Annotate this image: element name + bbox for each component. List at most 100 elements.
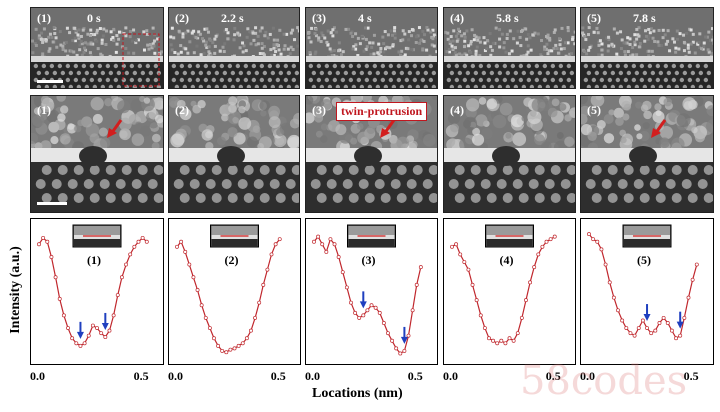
tem-frame-top: (4) 5.8 s [443, 7, 576, 89]
profile-point [82, 341, 87, 346]
profile-point [478, 313, 483, 318]
frame-index-label: (2) [175, 11, 189, 25]
profile-point [90, 323, 95, 328]
profile-point [620, 318, 625, 323]
profile-point [261, 282, 266, 287]
profile-point [636, 326, 641, 331]
profile-point [53, 275, 58, 280]
frame-index-label: (3) [312, 11, 326, 25]
tem-frame-zoom: (2) [168, 95, 300, 213]
profile-point [216, 343, 221, 348]
profile-point [686, 295, 691, 300]
profile-point [328, 237, 333, 242]
inset-thumbnail [210, 224, 259, 248]
profile-point [253, 315, 258, 320]
profile-point [511, 338, 516, 343]
tem-texture [581, 26, 713, 88]
inset-thumbnail [72, 224, 122, 248]
profile-plot [175, 224, 282, 355]
profile-point [386, 331, 390, 336]
profile-point [128, 252, 133, 257]
profile-panel: (1) [30, 218, 164, 365]
profile-point [552, 234, 557, 239]
profile-point [587, 232, 591, 237]
profile-point [203, 315, 208, 320]
x-tick-label: 0.0 [168, 369, 183, 383]
frame-time-label: 5.8 s [496, 11, 519, 25]
profile-point [240, 341, 245, 346]
profile-point [390, 338, 395, 343]
profile-point [249, 328, 253, 333]
profile-point [340, 270, 345, 275]
profile-point [86, 333, 91, 338]
profile-panel: (5) [580, 218, 714, 365]
profile-point [519, 315, 524, 320]
profile-point [179, 239, 184, 244]
profile-point [41, 235, 46, 240]
profile-point [487, 336, 491, 341]
frame-index-label: (3) [312, 103, 326, 117]
profile-point [224, 350, 229, 355]
x-tick-label: 0.5 [683, 369, 699, 383]
profile-point [682, 315, 687, 320]
tem-frame-zoom: (1) [30, 95, 164, 213]
frame-time-label: 2.2 s [221, 11, 244, 25]
profile-point [495, 341, 500, 346]
blue-arrow-icon [359, 291, 367, 309]
profile-point [503, 341, 508, 346]
profile-point [381, 321, 386, 325]
y-axis-label: Intensity (a.u.) [8, 246, 23, 334]
tem-frame-zoom: (4) [443, 95, 576, 213]
profile-point [212, 336, 216, 341]
panel-tag: (5) [637, 253, 651, 267]
profile-point [544, 239, 549, 244]
profile-point [220, 348, 225, 353]
profile-point [653, 328, 658, 333]
profile-point [312, 239, 316, 244]
profile-point [99, 331, 104, 336]
profile-plot [450, 224, 557, 346]
tem-texture [169, 96, 299, 212]
profile-point [603, 262, 608, 267]
profile-point [365, 308, 370, 313]
profile-point [244, 336, 249, 341]
profile-point [349, 300, 353, 305]
x-tick-label: 0.5 [407, 369, 423, 383]
profile-point [657, 321, 662, 325]
profile-point [661, 315, 666, 320]
profile-point [524, 298, 528, 303]
watermark-text: 58codes [520, 358, 688, 404]
blue-arrow-icon [400, 326, 408, 344]
tem-frame-top: (2) 2.2 s [168, 7, 300, 89]
frame-time-label: 4 s [358, 11, 372, 25]
profile-point [191, 275, 196, 280]
profile-point [595, 239, 600, 244]
profile-point [199, 303, 204, 308]
x-tick-label: 0.0 [30, 369, 45, 383]
profile-point [632, 333, 637, 338]
profile-point [649, 331, 654, 336]
profile-point [74, 341, 79, 346]
profile-point [624, 326, 629, 331]
x-tick-label: 0.5 [545, 369, 561, 383]
blue-arrow-icon [101, 312, 109, 330]
x-axis-label: Locations (nm) [312, 386, 403, 401]
x-tick-label: 0.5 [270, 369, 286, 383]
panel-tag: (2) [224, 253, 239, 267]
profile-point [536, 252, 541, 257]
profile-point [336, 254, 341, 259]
profile-point [115, 293, 120, 297]
profile-point [607, 280, 612, 285]
profile-point [357, 315, 362, 320]
profile-point [450, 244, 454, 249]
tem-texture [444, 26, 575, 88]
profile-point [515, 331, 520, 336]
inset-thumbnail [485, 224, 534, 248]
profile-panel: (2) [168, 218, 301, 365]
profile-point [61, 313, 66, 318]
profile-point [528, 280, 533, 285]
profile-point [119, 275, 124, 280]
profile-point [640, 318, 645, 323]
frame-index-label: (5) [587, 103, 601, 117]
profile-point [320, 242, 325, 247]
